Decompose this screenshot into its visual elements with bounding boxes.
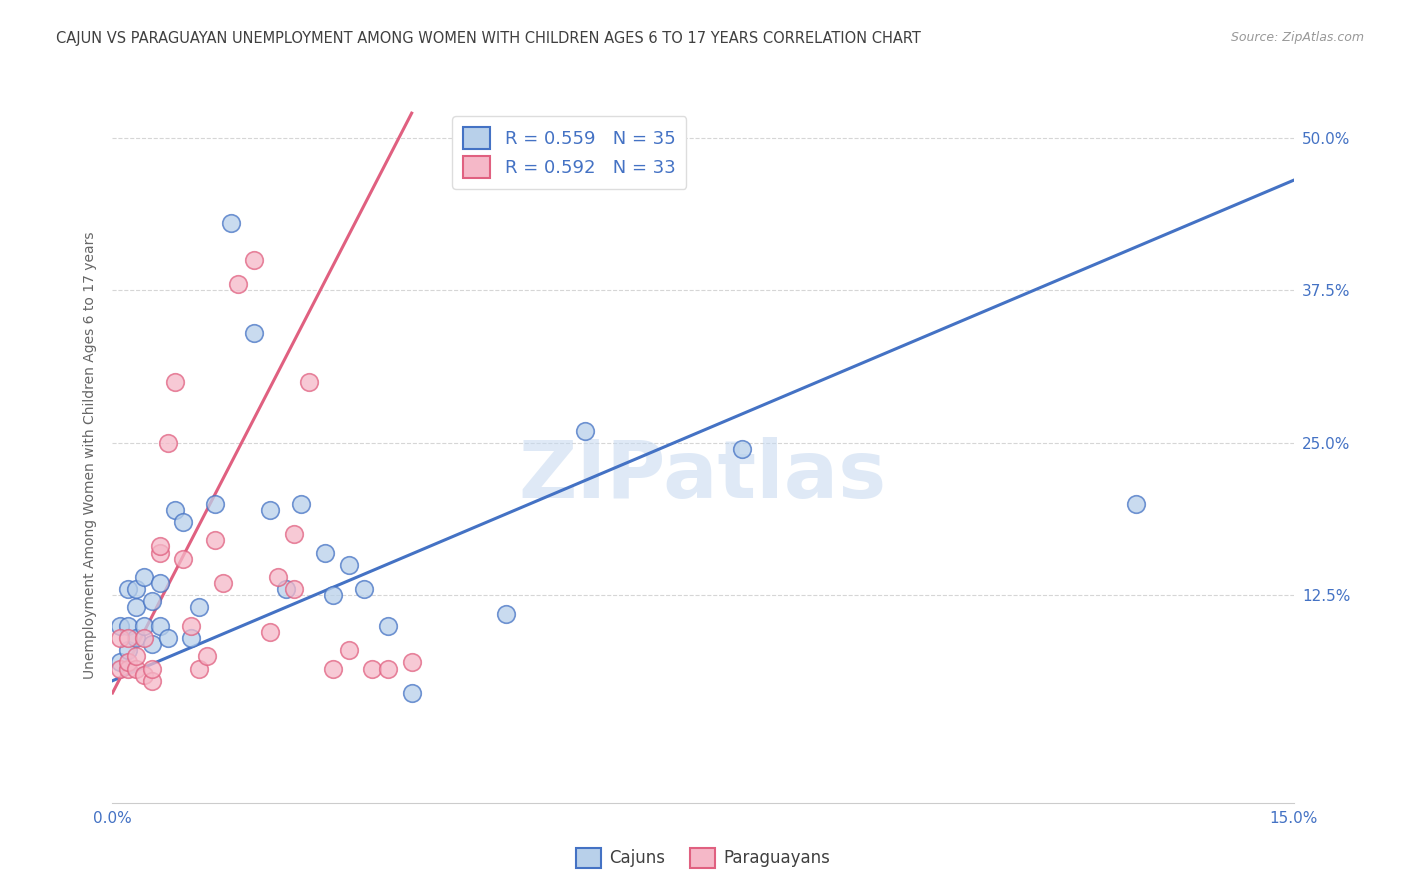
Point [125,661,148,675]
Legend: Cajuns, Paraguayans: Cajuns, Paraguayans [569,841,837,875]
Point [337,558,360,572]
Point [125,631,148,645]
Point [141,661,163,675]
Point [353,582,375,597]
Point [132,570,155,584]
Point [110,619,132,633]
Point [283,582,305,597]
Point [298,375,321,389]
Point [574,424,596,438]
Point [337,643,360,657]
Point [172,551,194,566]
Point [188,600,211,615]
Point [401,656,423,670]
Point [274,582,297,597]
Point [141,594,163,608]
Point [156,631,179,645]
Point [141,673,163,688]
Text: Source: ZipAtlas.com: Source: ZipAtlas.com [1230,31,1364,45]
Text: CAJUN VS PARAGUAYAN UNEMPLOYMENT AMONG WOMEN WITH CHILDREN AGES 6 TO 17 YEARS CO: CAJUN VS PARAGUAYAN UNEMPLOYMENT AMONG W… [56,31,921,46]
Point [361,661,384,675]
Point [117,619,139,633]
Point [314,545,336,559]
Point [290,497,312,511]
Point [149,619,172,633]
Point [195,649,218,664]
Point [322,588,344,602]
Point [165,375,187,389]
Point [110,661,132,675]
Point [188,661,211,675]
Point [228,277,250,291]
Point [377,619,399,633]
Legend: R = 0.559   N = 35, R = 0.592   N = 33: R = 0.559 N = 35, R = 0.592 N = 33 [453,116,686,189]
Point [172,515,194,529]
Text: ZIPatlas: ZIPatlas [519,437,887,515]
Point [259,624,281,639]
Point [149,576,172,591]
Point [267,570,290,584]
Point [401,686,423,700]
Point [125,582,148,597]
Point [110,656,132,670]
Point [377,661,399,675]
Point [259,503,281,517]
Point [219,216,242,230]
Point [117,582,139,597]
Point [495,607,517,621]
Point [204,533,226,548]
Point [1125,497,1147,511]
Point [322,661,344,675]
Point [243,252,266,267]
Point [243,326,266,340]
Point [165,503,187,517]
Point [117,661,139,675]
Point [132,619,155,633]
Point [180,631,202,645]
Point [117,631,139,645]
Point [731,442,754,456]
Point [132,631,155,645]
Y-axis label: Unemployment Among Women with Children Ages 6 to 17 years: Unemployment Among Women with Children A… [83,231,97,679]
Point [110,631,132,645]
Point [125,600,148,615]
Point [117,643,139,657]
Point [117,656,139,670]
Point [125,649,148,664]
Point [149,545,172,559]
Point [141,637,163,651]
Point [132,667,155,681]
Point [283,527,305,541]
Point [180,619,202,633]
Point [156,435,179,450]
Point [204,497,226,511]
Point [149,540,172,554]
Point [211,576,233,591]
